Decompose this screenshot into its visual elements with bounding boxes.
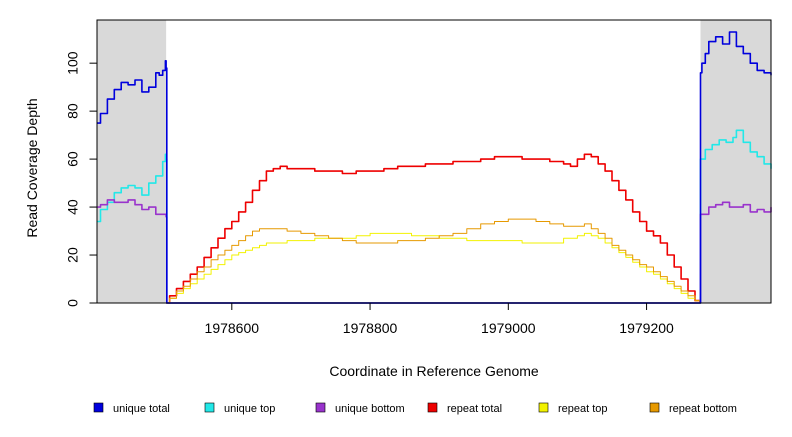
legend-label: unique total [113,403,170,415]
x-axis-label: Coordinate in Reference Genome [329,363,539,379]
y-tick-label: 80 [65,103,81,119]
y-tick-label: 0 [65,299,81,307]
shaded-regions [97,20,771,303]
y-tick-label: 40 [65,199,81,215]
x-tick-label: 1978600 [205,320,260,336]
legend-item: unique total [93,402,170,415]
legend-item: repeat total [427,402,502,415]
legend-swatch [427,402,438,413]
legend-swatch [204,402,215,413]
series-lines [97,31,772,304]
legend-label: repeat top [558,403,608,415]
shaded-region [700,20,771,303]
x-tick-label: 1979000 [481,320,536,336]
legend-label: repeat bottom [669,403,737,415]
y-tick-label: 20 [65,247,81,263]
legend-swatch [649,402,660,413]
legend-swatch [93,402,104,413]
y-tick-label: 100 [65,51,81,75]
x-axis: 1978600 1978800 1979000 1979200 [205,302,674,336]
legend-swatch [315,402,326,413]
legend-item: repeat bottom [649,402,737,415]
series-line-repeat-top [166,232,701,304]
legend-label: repeat total [447,403,502,415]
legend: unique total unique top unique bottom repea… [93,402,737,415]
x-tick-label: 1979200 [619,320,674,336]
shaded-region [97,20,167,303]
y-tick-label: 60 [65,151,81,167]
y-axis-label: Read Coverage Depth [24,98,40,237]
series-line-unique-total [97,31,772,304]
y-axis: 0 20 40 60 80 100 [65,51,97,307]
legend-item: unique top [204,402,275,415]
series-line-repeat-total [166,153,701,304]
legend-item: repeat top [538,402,608,415]
series-line-unique-bottom [97,199,772,304]
plot-frame [96,19,772,304]
legend-label: unique bottom [335,403,405,415]
x-tick-label: 1978800 [343,320,398,336]
legend-item: unique bottom [315,402,405,415]
series-line-unique-top [97,129,772,304]
legend-label: unique top [224,403,275,415]
legend-swatch [538,402,549,413]
series-line-repeat-bottom [166,218,701,304]
